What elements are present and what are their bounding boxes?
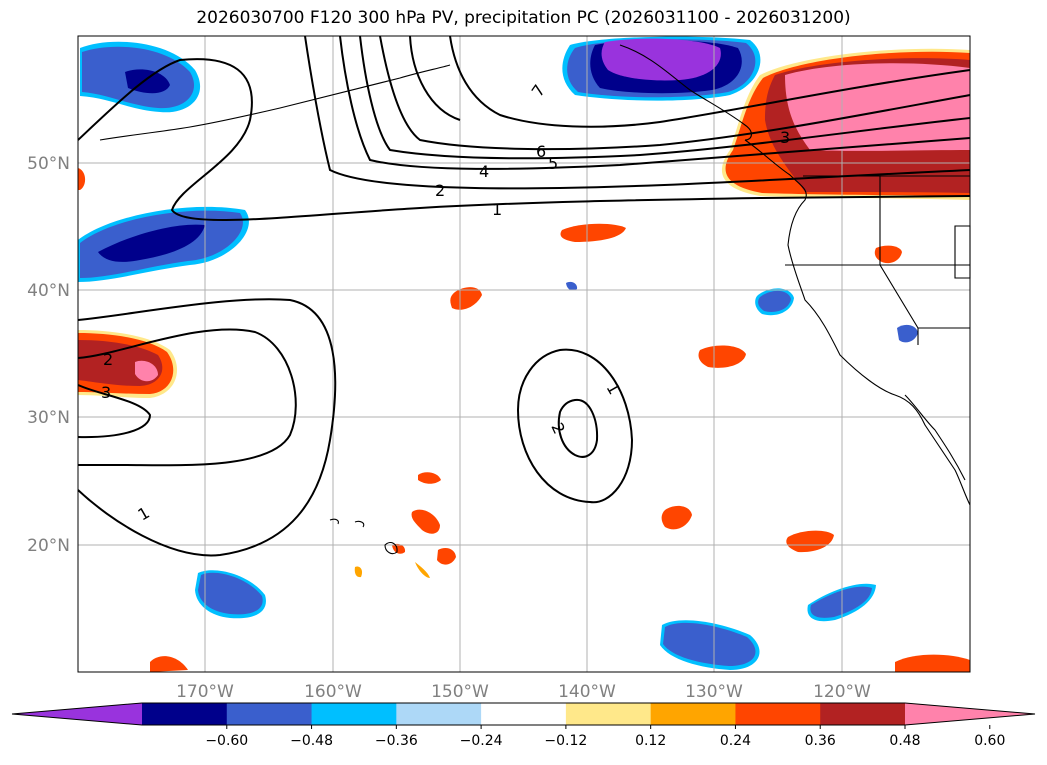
contour-4 bbox=[339, 35, 971, 170]
colorbar-tick-label: 0.60 bbox=[974, 733, 1005, 749]
lon-label: 150°W bbox=[431, 682, 489, 702]
colorbar-tick-label: −0.24 bbox=[460, 733, 503, 749]
lon-label: 160°W bbox=[304, 682, 362, 702]
contour-label: 2 bbox=[435, 181, 445, 200]
gridlines bbox=[78, 36, 970, 672]
contour-label: 3 bbox=[780, 128, 790, 147]
colorbar-ticks: −0.60 −0.48 −0.36 −0.24 −0.12 0.12 0.24 0.36 0.4… bbox=[205, 725, 1005, 749]
colorbar-segment bbox=[650, 703, 736, 725]
colorbar-tick-label: −0.12 bbox=[544, 733, 587, 749]
contour-2-north bbox=[304, 35, 971, 190]
contour-1-north bbox=[77, 58, 971, 221]
map-frame bbox=[77, 35, 971, 673]
contour-6 bbox=[379, 35, 971, 151]
aleutians bbox=[99, 64, 451, 141]
pos-blob-8 bbox=[437, 548, 456, 565]
contour-8 bbox=[409, 35, 461, 121]
latitude-axis: 50°N 40°N 30°N 20°N bbox=[27, 154, 70, 556]
contour-label: 1 bbox=[492, 200, 502, 219]
pos-blob-11 bbox=[150, 656, 188, 672]
pos-blob-14 bbox=[415, 562, 430, 578]
colorbar-tick-label: 0.48 bbox=[889, 733, 920, 749]
colorbar-outline bbox=[11, 702, 1036, 726]
contour-5 bbox=[359, 35, 971, 160]
hawaii-3 bbox=[354, 520, 365, 528]
lon-label: 140°W bbox=[558, 682, 616, 702]
contour-2-west bbox=[77, 328, 297, 467]
pos-blob-2 bbox=[450, 287, 482, 310]
pos-blob-13 bbox=[354, 566, 363, 578]
lon-label: 120°W bbox=[813, 682, 871, 702]
lat-label: 50°N bbox=[27, 154, 70, 174]
pos-blob-edge bbox=[78, 168, 86, 190]
positive-anomalies bbox=[78, 48, 970, 672]
north-america-coast bbox=[744, 139, 971, 506]
contour-3-west bbox=[77, 384, 152, 439]
neg-blob-west-dark bbox=[98, 224, 205, 262]
colorbar-segment bbox=[481, 703, 567, 725]
contour-1-center bbox=[516, 348, 634, 504]
colorbar-tick-label: 0.36 bbox=[805, 733, 836, 749]
pos-blob-1 bbox=[560, 223, 626, 242]
colorbar-tick-label: 0.24 bbox=[720, 733, 751, 749]
colorbar-tick-label: −0.60 bbox=[205, 733, 248, 749]
colorbar bbox=[11, 702, 1036, 726]
contour-label: 4 bbox=[479, 162, 489, 181]
neg-blob-cal-core bbox=[758, 290, 791, 312]
pos-blob-7 bbox=[392, 543, 406, 554]
pos-blob-3 bbox=[698, 345, 746, 368]
contour-label: 3 bbox=[101, 383, 111, 402]
hawaii-2 bbox=[329, 518, 339, 525]
contour-7 bbox=[449, 35, 971, 128]
colorbar-segment bbox=[311, 703, 397, 725]
contour-1-west bbox=[77, 298, 337, 557]
pos-blob-ne-pink bbox=[785, 63, 970, 151]
contour-label: 2 bbox=[103, 350, 113, 369]
lon-label: 170°W bbox=[176, 682, 234, 702]
pv-contours bbox=[77, 35, 971, 557]
colorbar-extend-high bbox=[905, 703, 1035, 725]
colorbar-segment bbox=[565, 703, 652, 725]
pos-blob-5 bbox=[418, 472, 441, 484]
colorbar-segment bbox=[820, 703, 906, 725]
contour-label: 6 bbox=[536, 142, 546, 161]
colorbar-tick-label: −0.36 bbox=[375, 733, 418, 749]
map-title: 2026030700 F120 300 hPa PV, precipitatio… bbox=[196, 8, 851, 28]
lat-label: 30°N bbox=[27, 408, 70, 428]
contour-label: 5 bbox=[548, 154, 558, 173]
neg-blob-alaska-purple bbox=[601, 38, 721, 81]
lon-label: 130°W bbox=[685, 682, 743, 702]
neg-blob-south-east-core bbox=[810, 586, 872, 618]
lat-label: 40°N bbox=[27, 281, 70, 301]
negative-anomalies bbox=[78, 36, 918, 670]
neg-blob-south-west-core bbox=[198, 572, 263, 615]
colorbar-extend-low bbox=[12, 703, 142, 725]
colorbar-segment bbox=[226, 703, 313, 725]
colorbar-segment bbox=[396, 703, 482, 725]
coastlines bbox=[99, 44, 971, 555]
longitude-axis: 170°W 160°W 150°W 140°W 130°W 120°W bbox=[176, 682, 871, 702]
map-panel[interactable]: 7 6 5 4 2 1 3 2 3 1 1 2 bbox=[77, 35, 971, 673]
state-lines bbox=[785, 176, 971, 345]
neg-blob-small bbox=[566, 281, 578, 291]
neg-blob-nv bbox=[897, 324, 918, 343]
baja bbox=[904, 394, 966, 481]
pos-blob-4 bbox=[874, 245, 902, 264]
pos-blob-10 bbox=[786, 530, 834, 553]
pos-blob-9 bbox=[661, 505, 692, 530]
colorbar-segment bbox=[142, 703, 228, 725]
pos-blob-6 bbox=[411, 509, 440, 534]
colorbar-segment bbox=[735, 703, 821, 725]
colorbar-tick-label: −0.48 bbox=[290, 733, 333, 749]
pos-blob-west-pink bbox=[135, 360, 158, 382]
neg-blob-south-mid-core bbox=[663, 622, 756, 666]
contour-2-center bbox=[557, 398, 599, 458]
colorbar-tick-label: 0.12 bbox=[635, 733, 666, 749]
pos-blob-12 bbox=[895, 654, 970, 672]
hawaii-1 bbox=[384, 542, 398, 555]
lat-label: 20°N bbox=[27, 536, 70, 556]
